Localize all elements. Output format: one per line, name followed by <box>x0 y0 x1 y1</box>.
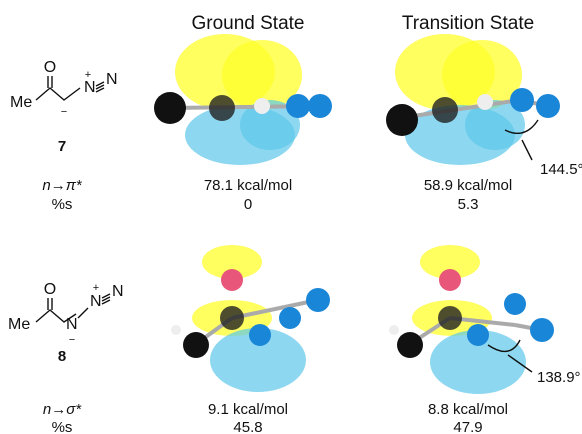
atom: Me <box>8 316 30 333</box>
value: 58.9 kcal/mol <box>424 177 512 194</box>
metric-label: n→σ* <box>43 401 82 418</box>
angle-label: 144.5° <box>540 161 582 178</box>
atom: N <box>112 283 124 300</box>
atom: N <box>106 71 118 88</box>
atom: N <box>66 316 78 333</box>
orbital-transition-8 <box>389 245 554 394</box>
atom: N <box>84 79 96 96</box>
structure-8: O Me N − N + N <box>8 281 124 346</box>
metric-label: %s <box>52 419 73 434</box>
atom: Me <box>10 94 32 111</box>
charge: − <box>61 106 67 118</box>
value: 5.3 <box>458 196 479 213</box>
value: 0 <box>244 196 252 213</box>
value: 8.8 kcal/mol <box>428 401 508 418</box>
orbital-ground-7 <box>154 34 332 165</box>
metric-label: n→π* <box>42 177 82 194</box>
charge: + <box>93 282 99 294</box>
column-header: Ground State <box>191 13 304 34</box>
angle-label: 138.9° <box>537 369 581 386</box>
metric-label: %s <box>52 196 73 213</box>
atom: N <box>90 293 102 310</box>
orbital-transition-7 <box>386 34 560 165</box>
column-header: Transition State <box>402 13 534 34</box>
atom: O <box>44 59 56 76</box>
value: 78.1 kcal/mol <box>204 177 292 194</box>
charge: + <box>85 69 91 81</box>
value: 45.8 <box>233 419 262 434</box>
orbital-ground-8 <box>171 245 330 392</box>
charge: − <box>69 334 75 346</box>
compound-number: 8 <box>58 348 66 365</box>
value: 9.1 kcal/mol <box>208 401 288 418</box>
structure-7: O Me N + N − <box>10 59 118 118</box>
atom: O <box>44 281 56 298</box>
compound-number: 7 <box>58 138 66 155</box>
value: 47.9 <box>453 419 482 434</box>
